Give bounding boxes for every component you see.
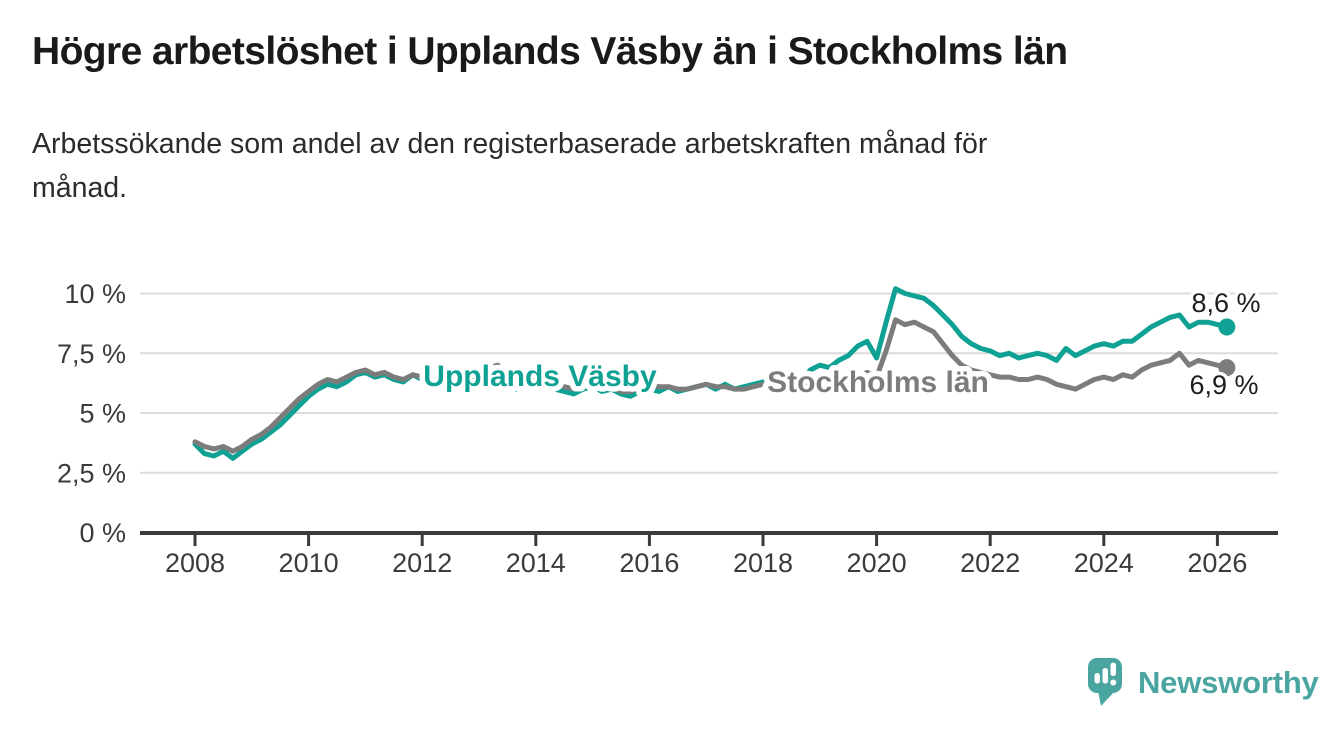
page-subtitle: Arbetssökande som andel av den registerb… (32, 128, 988, 205)
x-tick-label: 2018 (733, 548, 793, 578)
x-tick-label: 2012 (392, 548, 452, 578)
x-tick-label: 2014 (506, 548, 566, 578)
x-tick-label: 2016 (619, 548, 679, 578)
upplands-vasby-series-label: Upplands Väsby (423, 360, 657, 393)
x-tick-label: 2026 (1187, 548, 1247, 578)
stockholms-lan-end-value-label: 6,9 % (1189, 370, 1258, 400)
newsworthy-logo-text: Newsworthy (1138, 665, 1319, 700)
newsworthy-speech-bubble-bar-chart-icon (1088, 658, 1122, 706)
x-tick-label: 2010 (279, 548, 339, 578)
y-tick-label: 5 % (79, 399, 126, 429)
stockholms-lan-end-dot (1218, 359, 1236, 377)
newsworthy-branding: Newsworthy (1088, 658, 1319, 708)
stockholms-lan-series-label: Stockholms län (767, 366, 989, 399)
y-tick-label: 7,5 % (57, 339, 126, 369)
y-tick-label: 2,5 % (57, 458, 126, 488)
x-tick-label: 2008 (165, 548, 225, 578)
y-tick-label: 0 % (79, 518, 126, 548)
upplands-vasby-end-dot (1218, 318, 1236, 336)
page-title: Högre arbetslöshet i Upplands Väsby än i… (32, 30, 1068, 73)
x-tick-label: 2022 (960, 548, 1020, 578)
x-tick-label: 2020 (847, 548, 907, 578)
y-tick-label: 10 % (64, 279, 126, 309)
stockholms-lan-line (192, 317, 1230, 454)
upplands-vasby-end-value-label: 8,6 % (1191, 288, 1260, 318)
x-tick-label: 2024 (1074, 548, 1134, 578)
